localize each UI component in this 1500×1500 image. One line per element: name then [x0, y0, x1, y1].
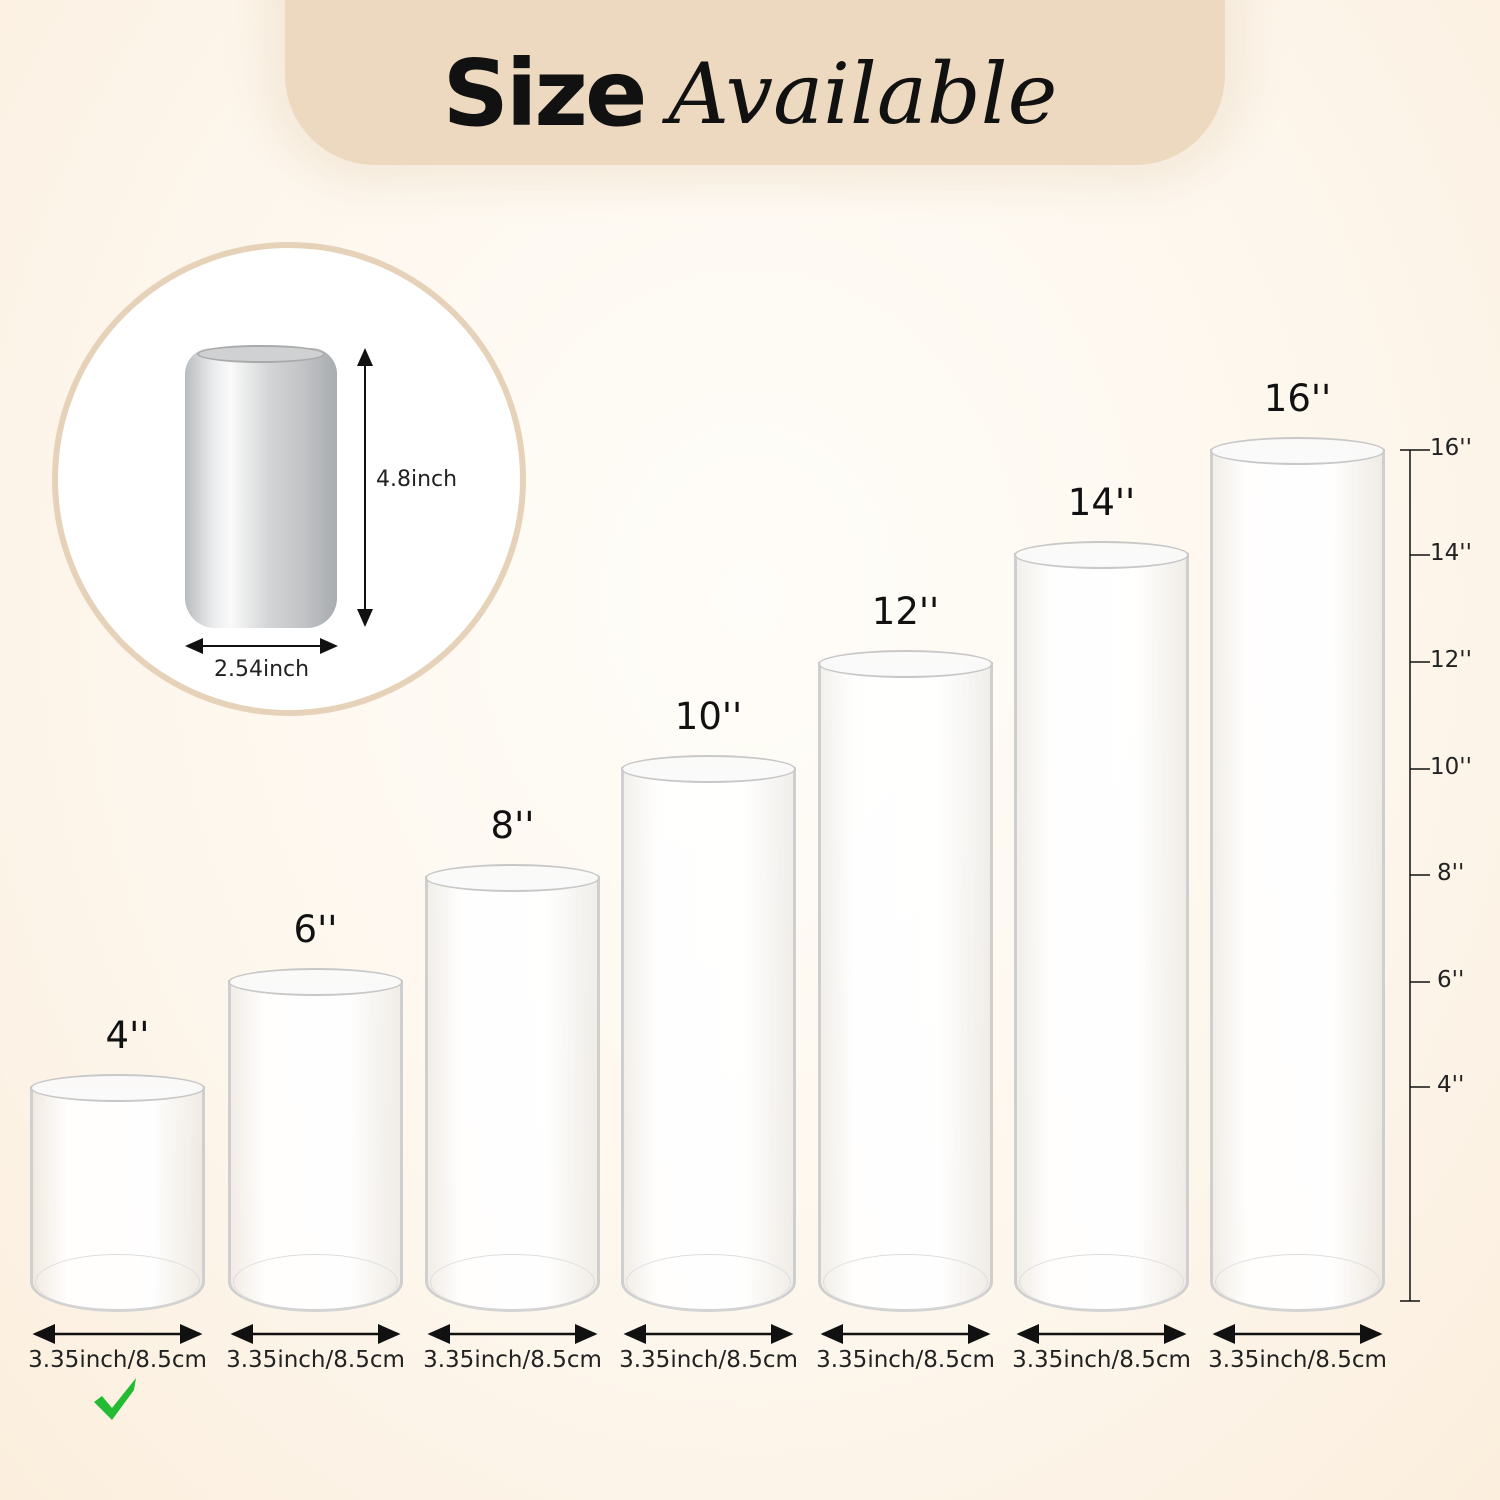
- height-scale: [1400, 449, 1430, 1302]
- page-title: Size Available: [0, 40, 1500, 147]
- glass-cylinder-16: [1210, 449, 1385, 1312]
- soda-can-lid: [197, 345, 325, 363]
- cylinder-rim: [1210, 437, 1385, 465]
- scale-tick-label: 6'': [1437, 967, 1465, 993]
- cylinder-base: [1019, 1254, 1184, 1310]
- diameter-label: 3.35inch/8.5cm: [816, 1347, 995, 1373]
- cylinder-rim: [1014, 541, 1189, 569]
- cylinder-base: [1215, 1254, 1380, 1310]
- reference-circle: [52, 242, 526, 716]
- height-label: 12'': [871, 590, 940, 633]
- diameter-label: 3.35inch/8.5cm: [423, 1347, 602, 1373]
- glass-cylinder-10: [621, 767, 796, 1312]
- height-label: 8'': [490, 804, 535, 847]
- diameter-label: 3.35inch/8.5cm: [1208, 1347, 1387, 1373]
- title-script: Available: [668, 44, 1058, 143]
- title-bold: Size: [442, 40, 648, 147]
- cylinder-base: [430, 1254, 595, 1310]
- scale-tick-label: 4'': [1437, 1072, 1465, 1098]
- can-height-label: 4.8inch: [376, 467, 458, 492]
- diameter-label: 3.35inch/8.5cm: [1012, 1347, 1191, 1373]
- scale-tick-label: 8'': [1437, 860, 1465, 886]
- diameter-label: 3.35inch/8.5cm: [28, 1347, 207, 1373]
- height-label: 14'': [1067, 481, 1136, 524]
- cylinder-base: [35, 1254, 200, 1310]
- height-label: 4'': [105, 1014, 150, 1057]
- soda-can-image: [185, 348, 337, 628]
- header-banner: [285, 0, 1225, 165]
- can-width-label: 2.54inch: [214, 657, 310, 682]
- height-label: 16'': [1263, 377, 1332, 420]
- checkmark-icon: [94, 1378, 136, 1420]
- scale-tick-label: 16'': [1430, 435, 1472, 461]
- diameter-label: 3.35inch/8.5cm: [619, 1347, 798, 1373]
- height-label: 6'': [293, 908, 338, 951]
- cylinder-rim: [818, 650, 993, 678]
- glass-cylinder-12: [818, 662, 993, 1312]
- glass-cylinder-14: [1014, 553, 1189, 1312]
- scale-tick-label: 10'': [1430, 754, 1472, 780]
- cylinder-base: [233, 1254, 398, 1310]
- diameter-label: 3.35inch/8.5cm: [226, 1347, 405, 1373]
- cylinder-rim: [621, 755, 796, 783]
- cylinder-base: [626, 1254, 791, 1310]
- cylinder-rim: [30, 1074, 205, 1102]
- cylinder-rim: [425, 864, 600, 892]
- cylinder-base: [823, 1254, 988, 1310]
- glass-cylinder-8: [425, 876, 600, 1312]
- scale-tick-label: 14'': [1430, 540, 1472, 566]
- cylinder-rim: [228, 968, 403, 996]
- scale-tick-label: 12'': [1430, 647, 1472, 673]
- height-label: 10'': [674, 695, 743, 738]
